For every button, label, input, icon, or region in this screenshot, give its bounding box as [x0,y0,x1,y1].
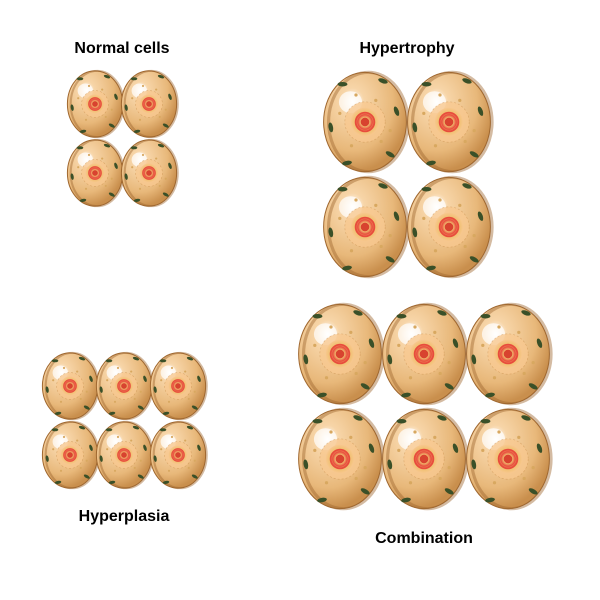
cell [379,300,469,413]
panel-title-normal: Normal cells [65,40,179,58]
cell [65,68,125,145]
cell [463,405,553,518]
cell [404,173,494,286]
cell [295,405,385,518]
panel-title-combination: Combination [295,530,553,548]
cell-row [320,173,494,286]
panel-combination: Combination [295,300,553,548]
cell [40,419,100,496]
cell [379,405,469,518]
cell-row [295,405,553,518]
cell [94,419,154,496]
cell [65,137,125,214]
panel-title-hyperplasia: Hyperplasia [40,508,208,526]
cell [148,350,208,427]
cell-row [295,300,553,413]
cell-row [40,419,208,496]
cell [40,350,100,427]
panel-title-hypertrophy: Hypertrophy [320,40,494,58]
cell-row [65,68,179,145]
panel-hyperplasia: Hyperplasia [40,350,208,526]
cell-grid [320,68,494,286]
cell [404,68,494,181]
cell [320,173,410,286]
cell-grid [295,300,553,518]
cell [119,137,179,214]
cell [463,300,553,413]
cell-row [65,137,179,214]
cell [148,419,208,496]
cell [94,350,154,427]
cell-row [320,68,494,181]
cell [295,300,385,413]
cell-grid [40,350,208,496]
cell-row [40,350,208,427]
panel-hypertrophy: Hypertrophy [320,40,494,286]
cell-grid [65,68,179,214]
cell [119,68,179,145]
cell [320,68,410,181]
panel-normal: Normal cells [65,40,179,214]
